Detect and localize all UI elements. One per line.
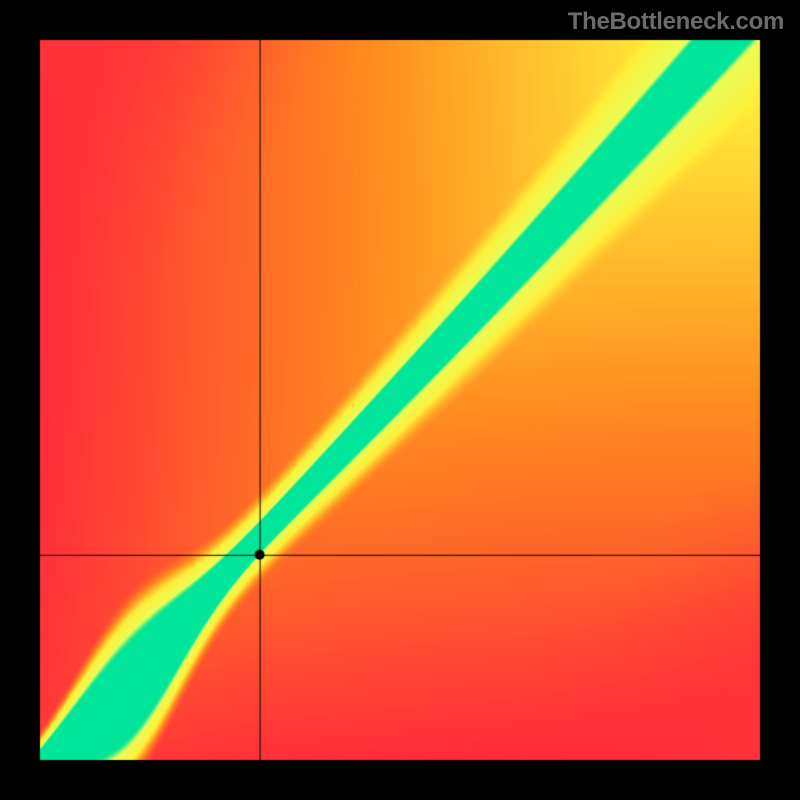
watermark-text: TheBottleneck.com: [568, 8, 784, 36]
bottleneck-heatmap: [0, 0, 800, 800]
chart-container: TheBottleneck.com: [0, 0, 800, 800]
